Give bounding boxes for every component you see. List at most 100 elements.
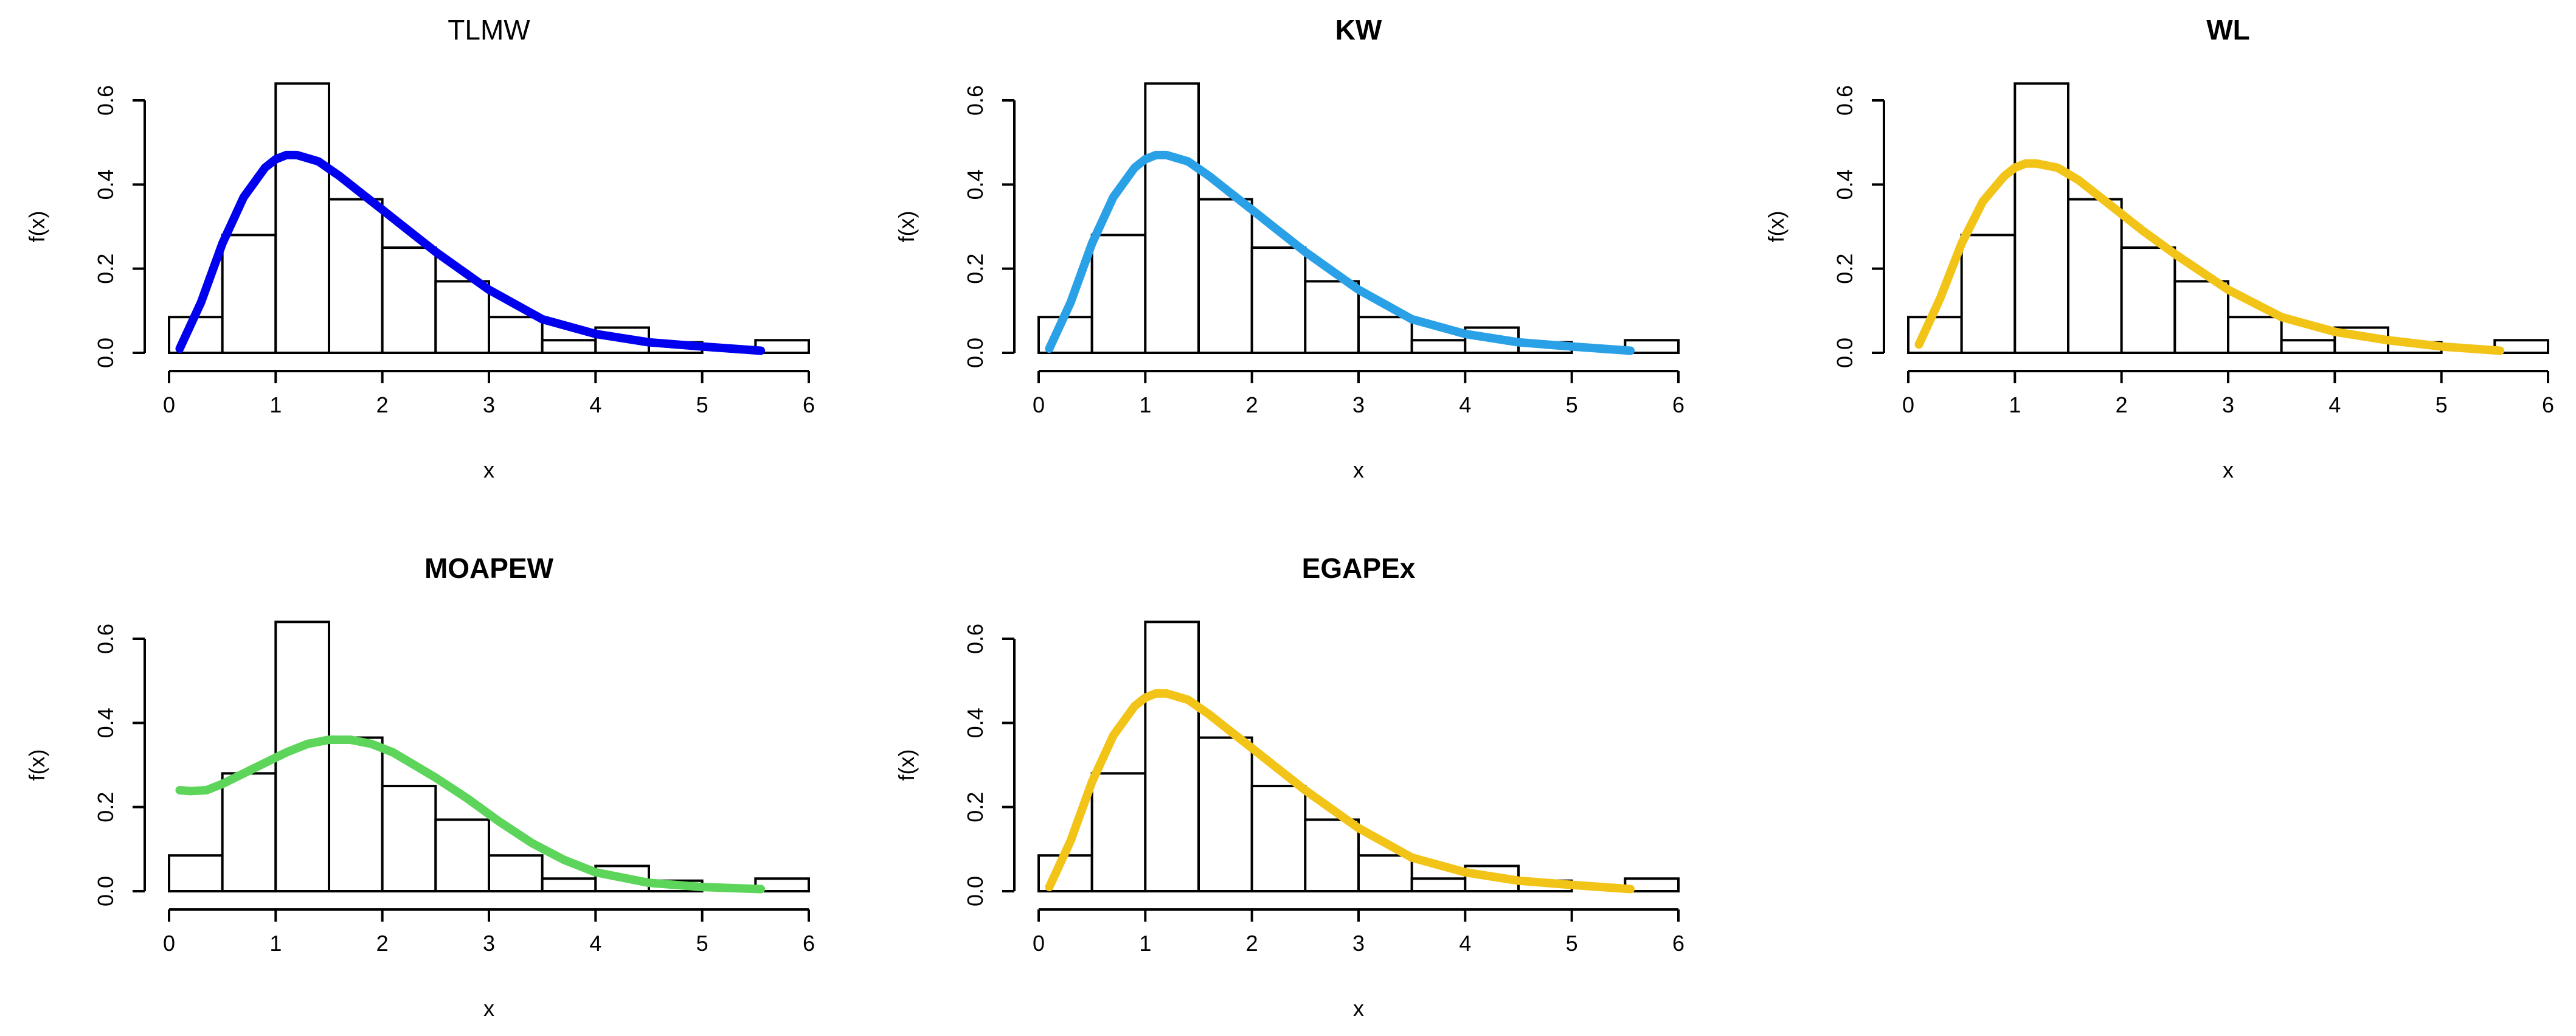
chart-panel-egapex: EGAPEx 0 1 2 3 4 5 6 x 0.0 0.2 0.4 0.6 f(x) — [894, 552, 1684, 1021]
x-tick-label: 6 — [803, 392, 815, 417]
chart-title: WL — [2206, 14, 2250, 46]
x-tick-label: 2 — [2116, 392, 2128, 417]
x-tick-label: 3 — [483, 931, 495, 956]
histogram-bar — [1410, 339, 1467, 354]
chart-panel-kw: KW 0 1 2 3 4 5 6 x 0.0 0.2 0.4 0.6 f(x) — [894, 14, 1684, 482]
histogram-bar — [434, 280, 490, 354]
x-tick-label: 3 — [1352, 392, 1365, 417]
histogram-bar — [1144, 82, 1200, 354]
histogram-bar — [1304, 818, 1360, 892]
x-tick-label: 1 — [2009, 392, 2021, 417]
x-tick-label: 5 — [1566, 392, 1578, 417]
y-tick-label: 0.4 — [93, 707, 118, 738]
x-tick-label: 3 — [1352, 931, 1365, 956]
y-tick-label: 0.6 — [1832, 85, 1857, 116]
histogram-bar — [2280, 339, 2336, 354]
histogram-bar — [434, 818, 490, 892]
x-tick-label: 0 — [163, 931, 175, 956]
chart-title: EGAPEx — [1302, 552, 1416, 584]
histogram-bar — [221, 234, 277, 355]
histogram-bar — [1090, 234, 1147, 355]
x-tick-label: 5 — [696, 931, 708, 956]
y-tick-label: 0.2 — [963, 792, 988, 822]
y-tick-label: 0.4 — [1832, 169, 1857, 200]
y-tick-label: 0.4 — [963, 707, 988, 738]
chart-panel-moapew: MOAPEW 0 1 2 3 4 5 6 x 0.0 0.2 0.4 0.6 f(x) — [24, 552, 815, 1021]
x-tick-label: 3 — [483, 392, 495, 417]
x-tick-label: 4 — [589, 931, 601, 956]
y-tick-label: 0.6 — [963, 624, 988, 654]
x-tick-label: 1 — [269, 931, 282, 956]
x-tick-label: 2 — [376, 931, 389, 956]
y-tick-label: 0.2 — [93, 254, 118, 284]
histogram-bar — [2120, 246, 2176, 355]
y-tick-label: 0.4 — [93, 169, 118, 200]
y-axis-label: f(x) — [1764, 211, 1788, 243]
y-axis-label: f(x) — [894, 749, 919, 781]
histogram-bar — [381, 246, 437, 355]
chart-title: MOAPEW — [424, 552, 554, 584]
histogram-bar — [541, 339, 597, 354]
x-tick-label: 5 — [1566, 931, 1578, 956]
x-tick-label: 0 — [1033, 931, 1045, 956]
histogram-bar — [1304, 280, 1360, 354]
y-tick-label: 0.6 — [93, 624, 118, 654]
y-axis-label: f(x) — [894, 211, 919, 243]
x-tick-label: 5 — [696, 392, 708, 417]
x-tick-label: 4 — [1459, 392, 1471, 417]
histogram-bar — [488, 854, 544, 893]
histogram-bar — [1090, 772, 1147, 893]
x-tick-label: 6 — [1672, 392, 1684, 417]
x-tick-label: 0 — [1902, 392, 1914, 417]
y-tick-label: 0.6 — [93, 85, 118, 116]
histogram-bar — [2013, 82, 2069, 354]
y-tick-label: 0.2 — [963, 254, 988, 284]
chart-title: KW — [1335, 14, 1382, 46]
y-tick-label: 0.2 — [93, 792, 118, 822]
histogram-bar — [488, 316, 544, 354]
y-tick-label: 0.0 — [963, 338, 988, 368]
x-tick-label: 2 — [1246, 392, 1258, 417]
density-curve — [175, 150, 766, 355]
histogram-bar — [1197, 198, 1253, 354]
density-curve — [175, 735, 766, 894]
y-tick-label: 0.0 — [1832, 338, 1857, 368]
density-curve — [1045, 150, 1635, 355]
y-tick-label: 0.4 — [963, 169, 988, 200]
x-tick-label: 3 — [2222, 392, 2234, 417]
x-tick-label: 5 — [2436, 392, 2448, 417]
x-tick-label: 0 — [163, 392, 175, 417]
x-tick-label: 4 — [2328, 392, 2341, 417]
density-curve — [1045, 689, 1635, 894]
histogram-bar — [2227, 316, 2283, 354]
y-axis-label: f(x) — [24, 211, 49, 243]
histogram-bar — [1357, 854, 1413, 893]
x-tick-label: 6 — [803, 931, 815, 956]
x-tick-label: 2 — [376, 392, 389, 417]
histogram-bar — [328, 198, 384, 354]
x-axis-label: x — [483, 996, 494, 1021]
density-curve — [1914, 159, 2505, 355]
x-tick-label: 4 — [589, 392, 601, 417]
histogram-bar — [541, 877, 597, 892]
x-tick-label: 1 — [269, 392, 282, 417]
histogram-bar — [1960, 234, 2017, 355]
histogram-bar — [221, 772, 277, 893]
x-tick-label: 4 — [1459, 931, 1471, 956]
histogram-bar — [168, 854, 224, 893]
histogram-bar — [2067, 198, 2123, 354]
y-tick-label: 0.0 — [93, 876, 118, 906]
histogram-bar — [2173, 280, 2229, 354]
y-tick-label: 0.2 — [1832, 254, 1857, 284]
y-tick-label: 0.6 — [963, 85, 988, 116]
histogram-bar — [1144, 621, 1200, 892]
x-tick-label: 2 — [1246, 931, 1258, 956]
chart-panel-wl: WL 0 1 2 3 4 5 6 x 0.0 0.2 0.4 0.6 f(x) — [1764, 14, 2554, 482]
histogram-bar — [328, 736, 384, 892]
y-axis-label: f(x) — [24, 749, 49, 781]
histogram-bar — [1357, 316, 1413, 354]
histogram-bar — [274, 82, 331, 354]
x-tick-label: 1 — [1139, 931, 1151, 956]
x-tick-label: 6 — [2542, 392, 2554, 417]
